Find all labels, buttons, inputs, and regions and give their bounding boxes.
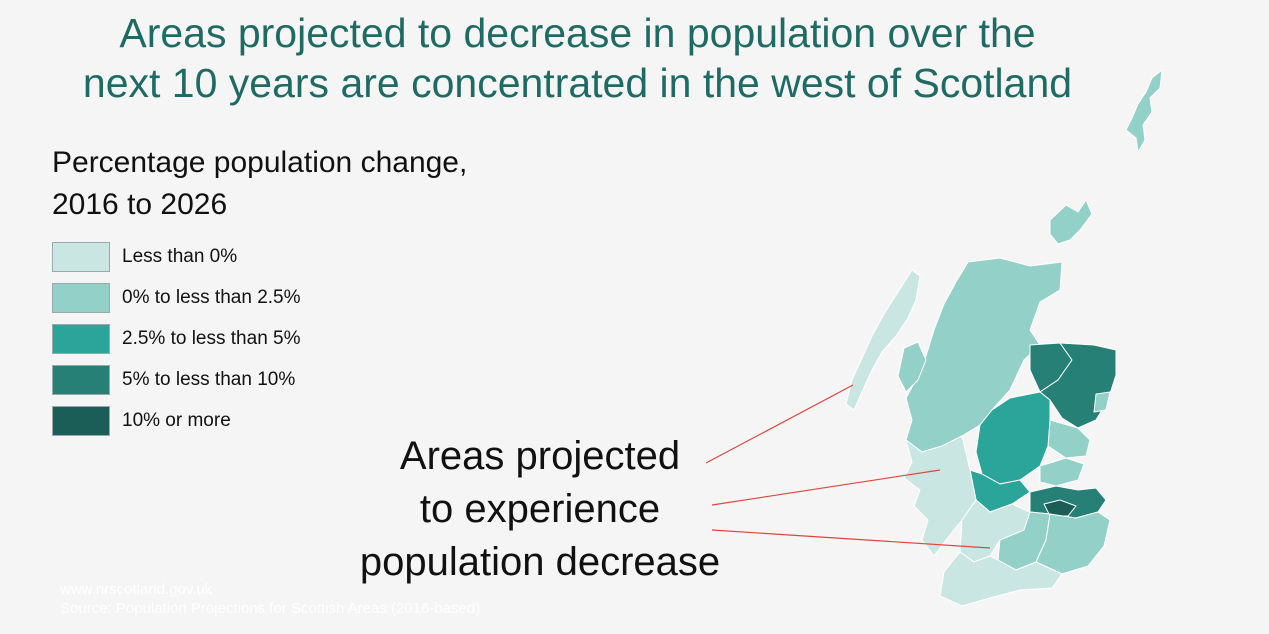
legend: Less than 0% 0% to less than 2.5% 2.5% t…: [52, 236, 301, 441]
region-skye: [897, 341, 927, 393]
region-orkney: [1049, 199, 1093, 245]
region-dumfries-and-galloway: [939, 551, 1063, 607]
legend-swatch: [52, 405, 110, 436]
legend-item-0-to-2-5: 0% to less than 2.5%: [52, 277, 301, 318]
legend-label: 2.5% to less than 5%: [122, 327, 301, 349]
legend-title-line-2: 2016 to 2026: [52, 188, 228, 221]
legend-item-less-than-0: Less than 0%: [52, 236, 301, 277]
legend-swatch: [52, 241, 110, 272]
callout-lines: [705, 384, 991, 549]
legend-title-line-1: Percentage population change,: [52, 146, 468, 179]
callout-line-2: to experience: [419, 487, 661, 531]
footer-source: Source: Population Projections for Scott…: [60, 600, 481, 617]
legend-label: Less than 0%: [122, 245, 238, 267]
region-outer-hebrides: [845, 269, 921, 411]
callout-text: Areas projected to experience population…: [330, 430, 750, 589]
callout-line-argyll: [711, 469, 941, 506]
title-line-1: Areas projected to decrease in populatio…: [119, 10, 1036, 56]
legend-swatch: [52, 323, 110, 354]
callout-line-1: Areas projected: [399, 434, 681, 478]
region-shetland: [1125, 69, 1163, 153]
legend-label: 5% to less than 10%: [122, 368, 296, 390]
region-fife: [1039, 457, 1085, 487]
region-scottish-borders: [1035, 511, 1111, 575]
callout-line-3: population decrease: [359, 540, 721, 584]
legend-item-10-or-more: 10% or more: [52, 400, 301, 441]
region-aberdeen-city: [1093, 391, 1111, 413]
callout-line-south-west: [711, 529, 991, 549]
legend-title: Percentage population change, 2016 to 20…: [52, 142, 467, 226]
callout-line-hebrides: [705, 384, 854, 464]
region-argyll-and-bute: [903, 435, 977, 557]
footer: www.nrscotland.gov.uk Source: Population…: [60, 580, 480, 618]
legend-item-2-5-to-5: 2.5% to less than 5%: [52, 318, 301, 359]
legend-label: 10% or more: [122, 409, 231, 431]
region-highland: [905, 257, 1063, 453]
legend-item-5-to-10: 5% to less than 10%: [52, 359, 301, 400]
legend-swatch: [52, 282, 110, 313]
legend-label: 0% to less than 2.5%: [122, 286, 301, 308]
map-title: Areas projected to decrease in populatio…: [0, 8, 1155, 108]
footer-website: www.nrscotland.gov.uk: [60, 581, 213, 598]
legend-swatch: [52, 364, 110, 395]
title-line-2: next 10 years are concentrated in the we…: [82, 60, 1073, 106]
